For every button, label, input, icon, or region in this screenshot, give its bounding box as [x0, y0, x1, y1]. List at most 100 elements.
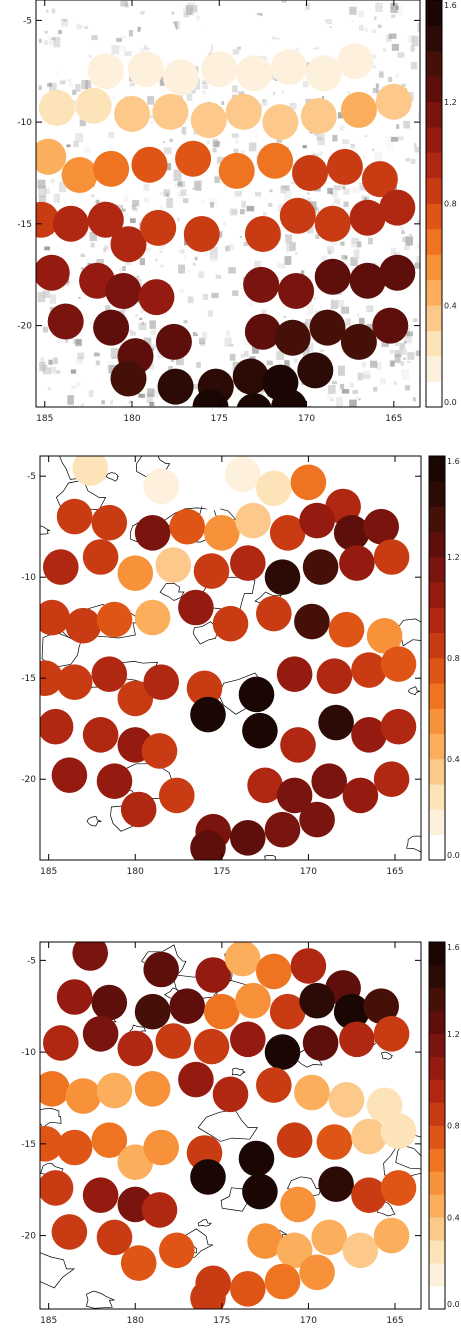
data-point: [339, 545, 375, 581]
colorbar-step: [426, 228, 442, 255]
colorbar-step: [429, 1010, 445, 1035]
data-point: [204, 993, 240, 1030]
data-point: [114, 96, 150, 132]
plot-frame: [35, 0, 421, 408]
data-point: [159, 777, 195, 814]
data-point: [169, 508, 205, 545]
colorbar-tick-label: 0.4: [447, 1213, 460, 1222]
data-point: [333, 515, 370, 551]
colorbar-tick-label: 0.8: [444, 200, 457, 209]
data-point: [300, 98, 337, 134]
data-point: [351, 1118, 387, 1155]
data-point: [309, 309, 346, 346]
data-point: [36, 254, 70, 291]
data-point: [218, 152, 255, 189]
data-point: [140, 14, 177, 51]
colorbar-tick-label: 0.4: [444, 301, 457, 310]
data-point: [333, 993, 370, 1030]
colorbar-step: [429, 557, 445, 583]
data-point: [134, 515, 171, 551]
data-point: [299, 502, 335, 539]
colorbar-tick-label: 0.8: [447, 1122, 460, 1131]
data-point: [299, 1254, 335, 1291]
y-tick-label: -5: [27, 472, 36, 482]
colorbar-tick-label: 1.6: [447, 943, 460, 952]
data-point: [244, 313, 281, 350]
colorbar-step: [426, 101, 442, 128]
data-point: [93, 150, 130, 187]
data-point: [204, 8, 241, 45]
data-point: [93, 309, 130, 346]
data-point: [279, 197, 316, 234]
colorbar-step: [426, 127, 442, 153]
data-point: [255, 595, 292, 632]
data-point: [52, 205, 89, 242]
colorbar-tick-label: 0.4: [447, 755, 460, 764]
colorbar-step: [429, 607, 445, 634]
data-point: [230, 545, 266, 581]
data-point: [195, 474, 231, 511]
data-point: [178, 589, 214, 626]
data-point: [91, 984, 128, 1021]
data-point: [328, 1082, 365, 1118]
colorbar-step: [426, 305, 442, 331]
data-point: [141, 733, 178, 769]
y-tick-label: -20: [21, 775, 36, 785]
data-point: [117, 1030, 154, 1067]
data-point: [82, 1016, 119, 1052]
colorbar-step: [429, 1125, 445, 1149]
data-point: [75, 87, 112, 124]
data-point: [157, 368, 194, 405]
colorbar-tick-label: 0.0: [447, 1300, 460, 1309]
data-point: [91, 504, 128, 541]
data-point: [351, 717, 387, 753]
data-point: [262, 2, 299, 39]
colorbar: 0.0 0.4 0.8 1.2 1.6: [428, 455, 460, 861]
data-point: [242, 1173, 278, 1210]
data-point: [225, 93, 262, 130]
data-point: [120, 1245, 157, 1281]
data-point: [271, 49, 308, 86]
colorbar-step: [429, 784, 445, 810]
x-tick-label: 165: [386, 1316, 403, 1326]
y-tick-label: -5: [23, 16, 32, 26]
data-point: [110, 226, 147, 263]
colorbar-step: [429, 1079, 445, 1103]
colorbar-step: [429, 1148, 445, 1172]
colorbar-tick-label: 0.0: [447, 851, 460, 860]
data-point: [56, 498, 93, 535]
data-point: [247, 1223, 283, 1259]
colorbar-step: [429, 1033, 445, 1057]
colorbar-step: [426, 178, 442, 204]
colorbar-frame: [425, 0, 443, 408]
data-point: [36, 201, 60, 238]
colorbar-step: [426, 279, 442, 306]
data-point: [276, 1232, 313, 1269]
data-point: [40, 1170, 74, 1206]
data-point: [373, 539, 410, 575]
data-point: [318, 704, 354, 741]
data-point: [82, 717, 119, 753]
y-tick-label: -20: [21, 1232, 36, 1242]
colorbar-step: [429, 1102, 445, 1126]
colorbar-step: [429, 506, 445, 533]
data-point: [38, 89, 75, 126]
colorbar-step: [429, 658, 445, 684]
data-point: [255, 470, 292, 507]
colorbar-step: [429, 834, 445, 861]
data-point: [87, 201, 124, 238]
data-point: [120, 791, 157, 828]
colorbar: 0.0 0.4 0.8 1.2 1.6: [425, 0, 457, 408]
x-tick-label: 165: [386, 867, 403, 877]
data-point: [47, 303, 84, 340]
data-point: [276, 777, 313, 814]
data-point: [290, 464, 327, 501]
data-point: [292, 155, 328, 191]
data-point: [244, 216, 281, 252]
y-tick-label: -15: [21, 1140, 36, 1150]
data-point: [155, 323, 192, 360]
data-point: [43, 549, 79, 585]
data-point: [380, 1170, 417, 1206]
data-point: [349, 262, 386, 299]
